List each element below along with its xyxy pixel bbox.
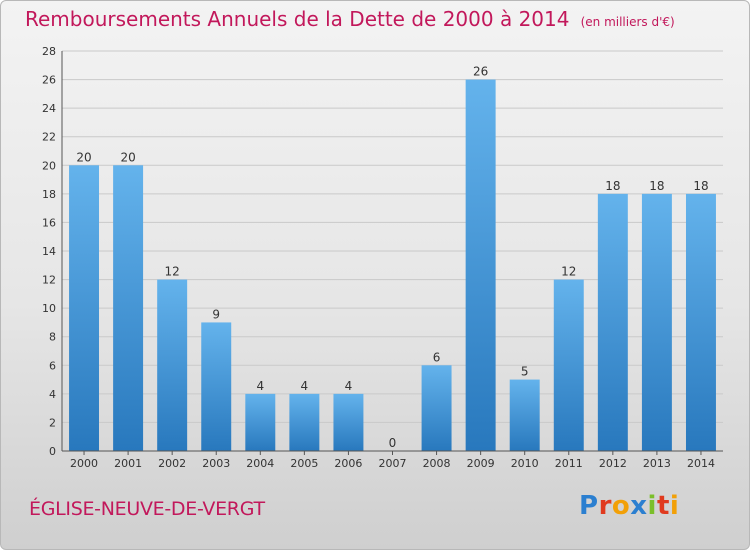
data-label: 9 <box>212 307 220 321</box>
y-tick-label: 18 <box>42 188 56 201</box>
y-tick-label: 8 <box>49 331 56 344</box>
data-label: 18 <box>693 179 708 193</box>
y-tick-label: 0 <box>49 445 56 458</box>
data-labels: 20 20 12 9 4 4 4 0 6 26 5 12 18 18 18 <box>76 65 708 450</box>
y-tick-label: 20 <box>42 159 56 172</box>
bar <box>465 79 496 452</box>
axes <box>61 51 723 452</box>
logo-letter: i <box>669 491 680 521</box>
x-tick-label: 2002 <box>158 457 186 470</box>
chart-title: Remboursements Annuels de la Dette de 20… <box>25 7 570 31</box>
chart-unit: (en milliers d'€) <box>580 15 675 29</box>
x-tick-label: 2007 <box>379 457 407 470</box>
data-label: 18 <box>649 179 664 193</box>
data-label: 5 <box>521 365 529 379</box>
bar <box>641 193 672 451</box>
data-label: 20 <box>76 150 91 164</box>
x-tick-labels: 2000 2001 2002 2003 2004 2005 2006 2007 2008 2009… <box>70 451 715 470</box>
data-label: 18 <box>605 179 620 193</box>
bar <box>245 393 276 451</box>
x-tick-label: 2011 <box>555 457 583 470</box>
y-tick-label: 10 <box>42 302 56 315</box>
x-tick-label: 2008 <box>423 457 451 470</box>
y-tick-label: 14 <box>42 245 56 258</box>
logo-letter: t <box>656 491 670 521</box>
y-tick-label: 12 <box>42 274 56 287</box>
data-label: 4 <box>345 379 353 393</box>
y-tick-label: 2 <box>49 416 56 429</box>
commune-name: ÉGLISE-NEUVE-DE-VERGT <box>29 498 265 520</box>
data-label: 20 <box>120 150 135 164</box>
logo-letter: P <box>579 491 599 521</box>
x-tick-label: 2004 <box>246 457 274 470</box>
bar <box>157 279 188 451</box>
bar <box>333 393 364 451</box>
logo-letter: r <box>598 491 612 521</box>
x-tick-label: 2009 <box>467 457 495 470</box>
bar <box>69 165 100 452</box>
data-label: 12 <box>165 265 180 279</box>
x-tick-label: 2010 <box>511 457 539 470</box>
data-label: 0 <box>389 436 397 450</box>
x-tick-label: 2000 <box>70 457 98 470</box>
x-tick-label: 2006 <box>334 457 362 470</box>
x-tick-label: 2012 <box>599 457 627 470</box>
proxiti-logo: Proxiti <box>579 491 679 521</box>
y-tick-label: 4 <box>49 388 56 401</box>
bar <box>421 365 452 451</box>
logo-letter: o <box>611 491 631 521</box>
x-tick-label: 2013 <box>643 457 671 470</box>
bars <box>69 79 716 452</box>
bar <box>553 279 584 451</box>
y-tick-label: 6 <box>49 359 56 372</box>
bar <box>289 393 320 451</box>
x-tick-label: 2014 <box>687 457 715 470</box>
data-label: 4 <box>301 379 309 393</box>
x-tick-label: 2003 <box>202 457 230 470</box>
data-label: 12 <box>561 265 576 279</box>
data-label: 6 <box>433 350 441 364</box>
data-label: 4 <box>256 379 264 393</box>
bar <box>201 322 232 451</box>
x-tick-label: 2005 <box>290 457 318 470</box>
y-tick-label: 22 <box>42 131 56 144</box>
chart-title-row: Remboursements Annuels de la Dette de 20… <box>25 7 675 31</box>
y-tick-label: 28 <box>42 45 56 58</box>
x-tick-label: 2001 <box>114 457 142 470</box>
bar <box>685 193 716 451</box>
bar <box>597 193 628 451</box>
y-tick-label: 26 <box>42 74 56 87</box>
bar <box>113 165 144 452</box>
data-label: 26 <box>473 65 488 79</box>
y-tick-label: 24 <box>42 102 56 115</box>
logo-letter: i <box>647 491 657 521</box>
y-tick-label: 16 <box>42 216 56 229</box>
bar <box>509 379 540 451</box>
logo-letter: x <box>630 491 648 521</box>
